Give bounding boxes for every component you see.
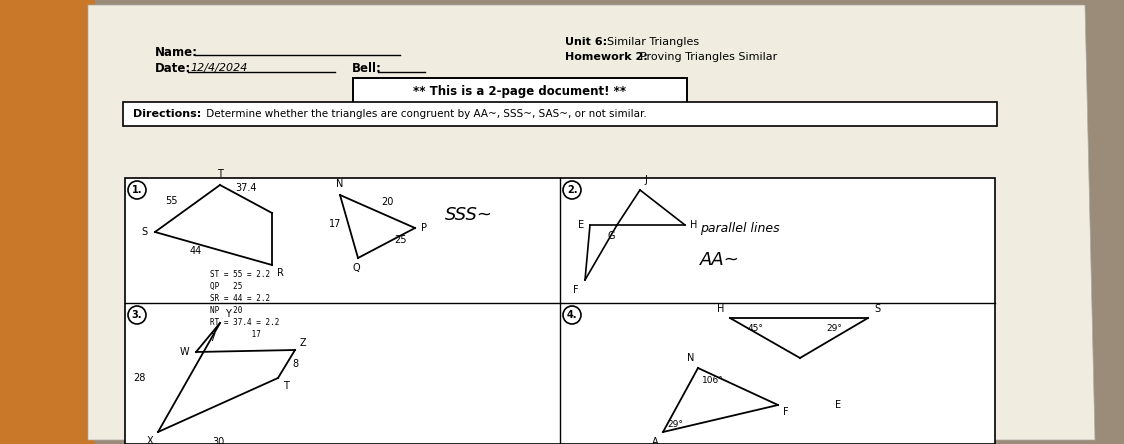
- Circle shape: [128, 181, 146, 199]
- Text: S: S: [874, 304, 880, 314]
- FancyBboxPatch shape: [123, 102, 997, 126]
- Text: parallel lines: parallel lines: [700, 222, 780, 235]
- Text: G: G: [607, 231, 615, 241]
- Text: E: E: [835, 400, 841, 410]
- Text: 25: 25: [395, 235, 407, 245]
- Text: F: F: [783, 407, 789, 417]
- Text: Proving Triangles Similar: Proving Triangles Similar: [640, 52, 778, 62]
- Text: AA~: AA~: [700, 251, 740, 269]
- Text: 29°: 29°: [826, 324, 842, 333]
- Text: 44: 44: [189, 246, 201, 255]
- Text: SSS~: SSS~: [445, 206, 493, 224]
- Circle shape: [563, 181, 581, 199]
- Text: Z: Z: [300, 338, 307, 348]
- Text: 17: 17: [210, 330, 261, 339]
- Text: P: P: [422, 223, 427, 233]
- Text: 28: 28: [134, 373, 146, 382]
- Text: N: N: [336, 179, 344, 189]
- Text: H: H: [690, 220, 697, 230]
- Circle shape: [128, 306, 146, 324]
- Text: 1.: 1.: [132, 185, 143, 195]
- Text: ** This is a 2-page document! **: ** This is a 2-page document! **: [414, 84, 626, 98]
- Text: 12/4/2024: 12/4/2024: [190, 63, 247, 73]
- Text: X: X: [146, 436, 153, 444]
- Text: Homework 2:: Homework 2:: [565, 52, 652, 62]
- Text: 8: 8: [292, 359, 299, 369]
- Text: 29°: 29°: [667, 420, 683, 429]
- FancyBboxPatch shape: [353, 78, 687, 104]
- Text: 30: 30: [212, 437, 224, 444]
- Text: Unit 6:: Unit 6:: [565, 37, 611, 47]
- Text: S: S: [140, 227, 147, 237]
- Text: Q: Q: [352, 263, 360, 273]
- Text: 2.: 2.: [566, 185, 578, 195]
- Text: NP   20: NP 20: [210, 306, 243, 315]
- Text: H: H: [717, 304, 724, 314]
- Text: Name:: Name:: [155, 45, 198, 59]
- Text: ST = 55 = 2.2: ST = 55 = 2.2: [210, 270, 270, 279]
- Text: 17: 17: [328, 218, 341, 229]
- Text: Determine whether the triangles are congruent by AA~, SSS~, SAS~, or not similar: Determine whether the triangles are cong…: [203, 109, 646, 119]
- Bar: [125, 178, 995, 444]
- Text: J: J: [644, 175, 647, 185]
- Text: R: R: [277, 268, 284, 278]
- Text: 55: 55: [165, 195, 178, 206]
- Text: QP   25: QP 25: [210, 282, 243, 291]
- Text: SR = 44 = 2.2: SR = 44 = 2.2: [210, 294, 270, 303]
- Text: 45°: 45°: [747, 324, 764, 333]
- Text: Bell:: Bell:: [352, 62, 382, 75]
- Circle shape: [563, 306, 581, 324]
- Text: T: T: [283, 381, 289, 391]
- Text: F: F: [573, 285, 579, 295]
- Text: 20: 20: [381, 197, 393, 206]
- Polygon shape: [88, 5, 1095, 440]
- Text: 7: 7: [209, 333, 215, 342]
- Text: 37.4: 37.4: [235, 183, 256, 193]
- Text: RT = 37.4 = 2.2: RT = 37.4 = 2.2: [210, 318, 280, 327]
- Text: 4.: 4.: [566, 310, 578, 320]
- Text: T: T: [217, 169, 223, 179]
- Text: Y: Y: [225, 309, 230, 319]
- Text: A: A: [652, 437, 659, 444]
- Text: Date:: Date:: [155, 62, 191, 75]
- Text: E: E: [578, 220, 584, 230]
- Text: W: W: [180, 347, 189, 357]
- Text: 106°: 106°: [702, 376, 724, 385]
- Text: Directions:: Directions:: [133, 109, 201, 119]
- Polygon shape: [0, 0, 96, 444]
- Text: Similar Triangles: Similar Triangles: [607, 37, 699, 47]
- Text: N: N: [687, 353, 694, 363]
- Text: 3.: 3.: [132, 310, 143, 320]
